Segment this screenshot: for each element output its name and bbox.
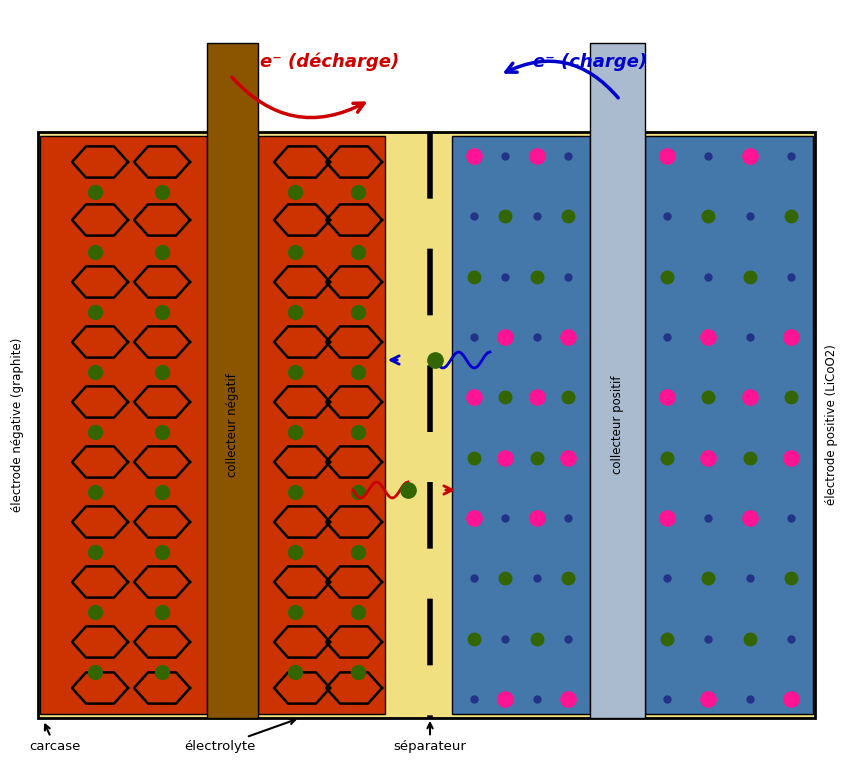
Bar <box>40 136 207 714</box>
Bar <box>38 132 815 718</box>
Text: carcase: carcase <box>29 724 81 753</box>
FancyArrowPatch shape <box>506 62 618 98</box>
Text: séparateur: séparateur <box>394 723 467 753</box>
Bar <box>645 136 813 714</box>
Text: électrolyte: électrolyte <box>184 719 295 753</box>
FancyArrowPatch shape <box>232 77 364 118</box>
Text: collecteur positif: collecteur positif <box>611 376 624 474</box>
Text: e⁻ (décharge): e⁻ (décharge) <box>260 53 400 72</box>
Text: collecteur négatif: collecteur négatif <box>226 373 239 477</box>
Bar <box>590 43 645 718</box>
Bar <box>258 136 385 714</box>
Bar <box>207 43 258 718</box>
Text: électrode positive (LiCoO2): électrode positive (LiCoO2) <box>825 345 838 505</box>
Bar <box>452 136 590 714</box>
Text: électrode négative (graphite): électrode négative (graphite) <box>12 338 25 512</box>
Text: e⁻ (charge): e⁻ (charge) <box>533 53 647 71</box>
